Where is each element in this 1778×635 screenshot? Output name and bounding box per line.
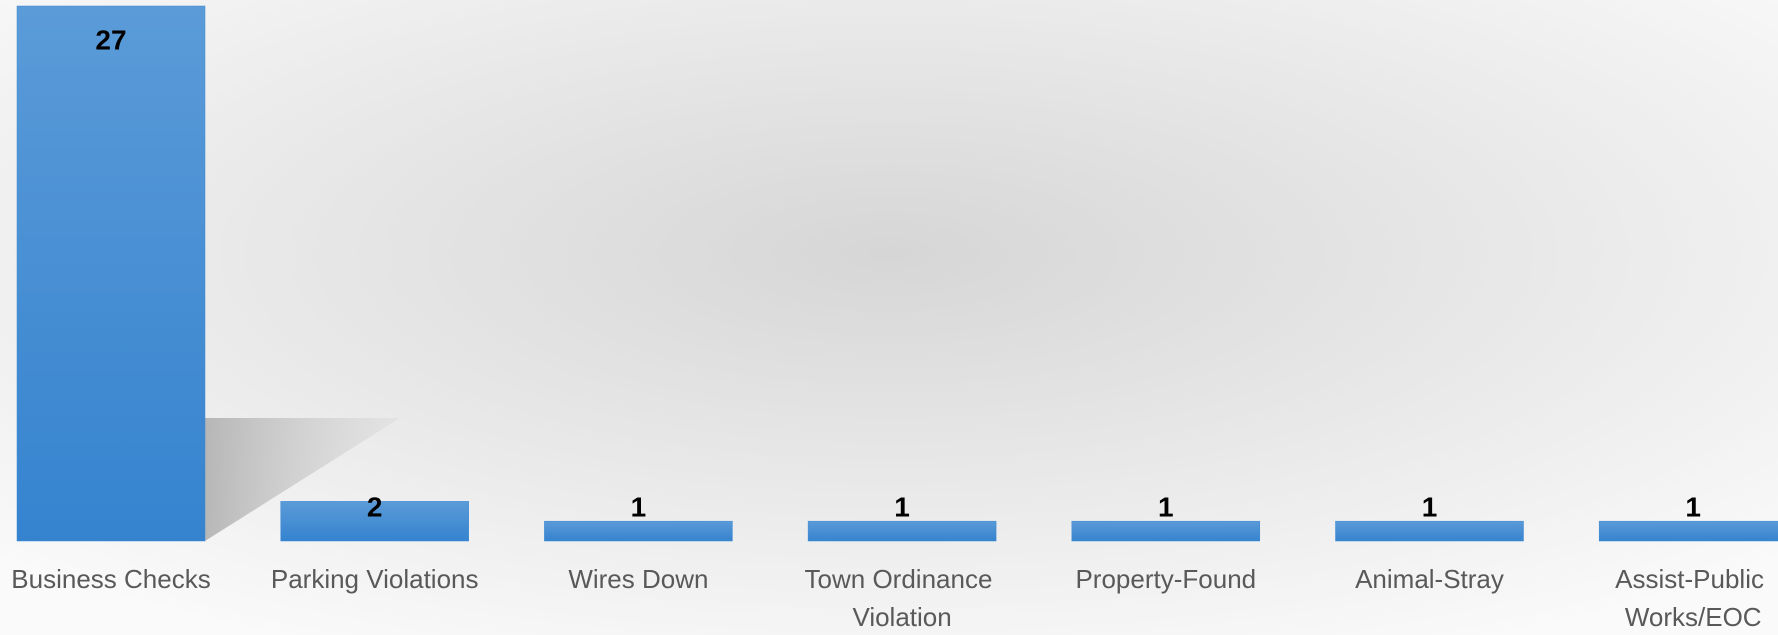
x-tick-label: Wires Down [568,564,708,594]
data-label: 1 [1158,491,1174,522]
x-tick-label: Parking Violations [271,564,479,594]
data-label: 1 [894,491,910,522]
bar [280,501,469,542]
x-tick-label: Animal-Stray [1355,564,1504,594]
data-label: 1 [1685,491,1701,522]
bar [1598,520,1778,542]
x-tick-label: Town Ordinance Violation [805,564,1000,632]
bar [1071,520,1261,542]
data-label: 1 [631,491,647,522]
x-tick-label: Assist-Public Works/EOC [1615,564,1771,632]
x-tick-label: Property-Found [1075,564,1256,594]
shadow [205,418,400,541]
data-label: 27 [95,24,126,55]
bar [544,520,733,542]
bar [1335,520,1524,542]
data-label: 1 [1422,491,1438,522]
data-label: 2 [367,491,383,522]
bar [16,5,206,542]
x-tick-label: Business Checks [11,564,210,594]
bar [807,520,997,542]
